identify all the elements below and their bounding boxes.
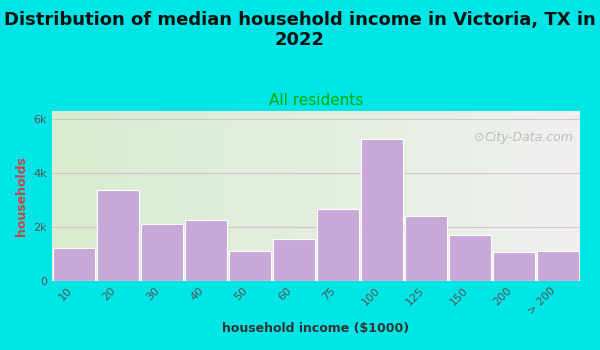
X-axis label: household income ($1000): household income ($1000) <box>223 322 409 335</box>
Bar <box>317 209 359 281</box>
Bar <box>53 248 95 281</box>
Bar <box>273 239 315 281</box>
Text: ⊙: ⊙ <box>474 131 485 144</box>
Y-axis label: households: households <box>15 156 28 236</box>
Bar <box>537 251 579 281</box>
Bar <box>449 235 491 281</box>
Title: All residents: All residents <box>269 93 363 108</box>
Bar <box>141 224 183 281</box>
Bar <box>97 190 139 281</box>
Bar <box>493 252 535 281</box>
Bar <box>405 216 447 281</box>
Text: City-Data.com: City-Data.com <box>485 131 574 144</box>
Bar <box>229 251 271 281</box>
Bar <box>185 220 227 281</box>
Bar <box>361 139 403 281</box>
Text: Distribution of median household income in Victoria, TX in
2022: Distribution of median household income … <box>4 10 596 49</box>
